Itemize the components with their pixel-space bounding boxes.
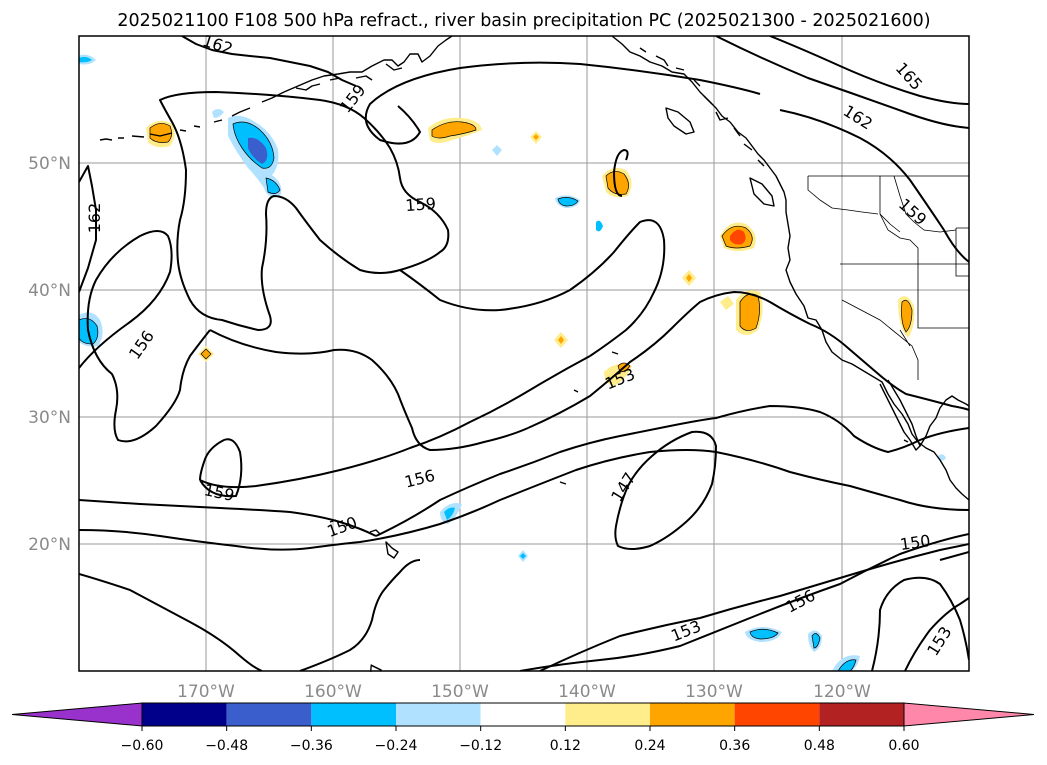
map-area <box>79 36 969 671</box>
colorbar: −0.60 −0.48 −0.36 −0.24 −0.12 0.12 0.24 … <box>11 702 1035 754</box>
contour-label: 150 <box>899 531 932 554</box>
lon-label: 160°W <box>304 682 362 702</box>
refractivity-contours <box>79 36 969 671</box>
colorbar-tick-label: 0.24 <box>634 738 665 754</box>
lon-label: 140°W <box>558 682 616 702</box>
lon-label: 130°W <box>685 682 743 702</box>
longitude-axis: 170°W 160°W 150°W 140°W 130°W 120°W <box>177 682 871 702</box>
colorbar-tick-label: 0.60 <box>888 738 919 754</box>
colorbar-swatch <box>311 703 396 726</box>
lat-label: 20°N <box>28 535 71 555</box>
colorbar-tick-label: −0.12 <box>459 738 502 754</box>
colorbar-swatch <box>142 703 227 726</box>
colorbar-tick-label: −0.60 <box>121 738 164 754</box>
lat-label: 50°N <box>28 154 71 174</box>
precipitation-shading <box>79 54 946 671</box>
colorbar-frame <box>141 702 905 727</box>
latitude-axis: 50°N 40°N 30°N 20°N <box>28 154 71 555</box>
colorbar-tick-label: 0.36 <box>719 738 750 754</box>
coastlines <box>99 36 969 559</box>
map-title: 2025021100 F108 500 hPa refract., river … <box>117 11 930 31</box>
lon-label: 120°W <box>813 682 871 702</box>
colorbar-tick-label: −0.24 <box>375 738 418 754</box>
map-border <box>78 35 970 672</box>
lon-label: 150°W <box>431 682 489 702</box>
colorbar-tick-label: −0.36 <box>290 738 333 754</box>
colorbar-tick-label: 0.12 <box>550 738 581 754</box>
contour-label: 7 <box>367 663 387 675</box>
gridlines <box>79 36 969 671</box>
colorbar-swatch <box>734 703 820 726</box>
colorbar-swatch <box>480 703 566 726</box>
colorbar-swatch <box>650 703 735 726</box>
lon-label: 170°W <box>177 682 235 702</box>
colorbar-tick-label: −0.48 <box>205 738 248 754</box>
lat-label: 40°N <box>28 281 71 301</box>
colorbar-extend-low <box>11 702 143 727</box>
contour-label: 159 <box>405 194 437 215</box>
colorbar-swatch <box>565 703 650 726</box>
colorbar-swatch <box>819 703 904 726</box>
map-content <box>79 36 969 671</box>
colorbar-extend-high <box>903 702 1035 727</box>
contour-label: 162 <box>85 203 104 234</box>
borders <box>807 175 969 380</box>
colorbar-swatch <box>226 703 312 726</box>
colorbar-tick-label: 0.48 <box>804 738 835 754</box>
lat-label: 30°N <box>28 408 71 428</box>
colorbar-swatch <box>396 703 481 726</box>
